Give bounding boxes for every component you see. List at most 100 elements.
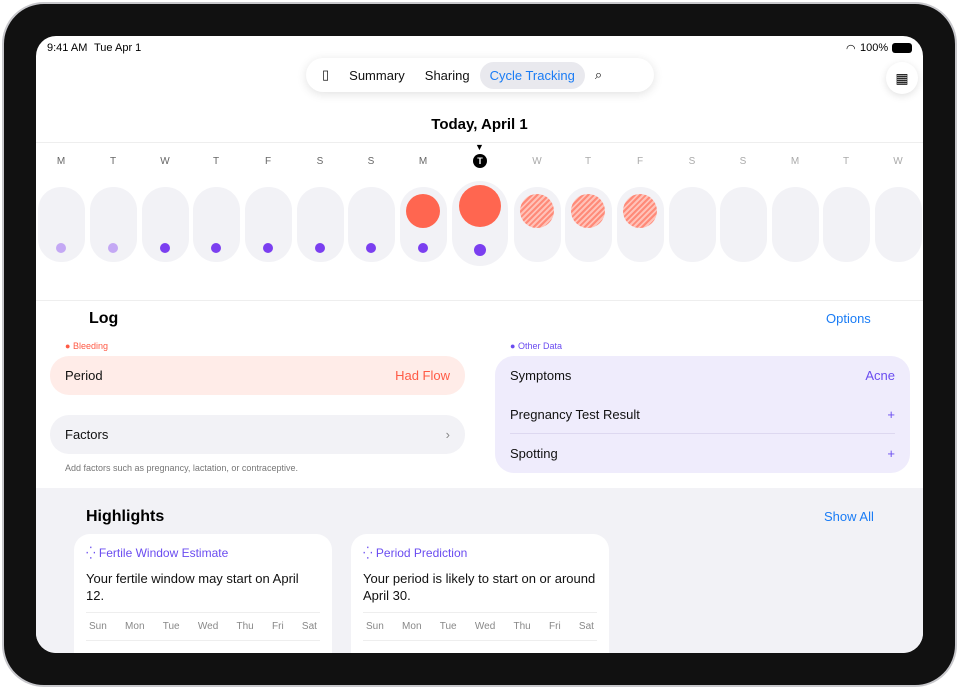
other-data-card: Symptoms Acne Pregnancy Test Result + Spot… [495,356,910,473]
add-icon[interactable]: + [887,406,895,422]
battery-level: 100% [860,42,889,54]
bleeding-label-text: Bleeding [72,341,108,351]
factors-row[interactable]: Factors › [50,415,465,454]
status-date: Tue Apr 1 [94,42,142,54]
weekday: Tue [162,621,180,632]
predicted-period-marker [571,194,605,228]
other-data-dot [263,243,273,253]
weekday: Wed [474,621,496,632]
factors-hint: Add factors such as pregnancy, lactation… [65,463,298,473]
sidebar-toggle-icon[interactable]: ▯ [322,67,330,82]
pregnancy-label: Pregnancy Test Result [510,406,640,422]
spotting-label: Spotting [510,446,558,461]
predicted-period-marker [623,194,657,228]
battery-icon [892,43,912,53]
sparkle-icon: ⁛ Period Prediction [363,546,468,560]
day-cell[interactable] [616,187,664,262]
divider [36,300,923,301]
divider [36,142,923,143]
show-all-button[interactable]: Show All [824,509,874,524]
day-cell[interactable] [244,187,292,262]
weekday: Sun [89,621,107,632]
day-cell[interactable] [874,187,922,262]
other-data-dot [56,243,66,253]
weekday-label: W [532,156,542,167]
highlight-card-period[interactable]: ⁛ Period Prediction Your period is likel… [351,534,609,653]
tab-cycle-tracking[interactable]: Cycle Tracking [479,61,585,89]
day-cell[interactable] [399,187,447,262]
day-cell[interactable] [822,187,870,262]
tab-sharing[interactable]: Sharing [424,67,470,83]
period-value: Had Flow [395,368,450,383]
page-title: Today, April 1 [431,116,528,133]
day-cell[interactable] [141,187,189,262]
weekday-row: Sun Mon Tue Wed Thu Fri Sat [86,612,320,641]
weekday-label: T [842,156,850,167]
weekday-label: T [212,156,220,167]
day-cell[interactable] [771,187,819,262]
day-cell[interactable] [192,187,240,262]
card-body: Your fertile window may start on April 1… [86,571,299,603]
weekday: Tue [439,621,457,632]
weekday-label: W [160,156,170,167]
card-body: Your period is likely to start on or aro… [363,571,596,603]
weekday: Sat [578,621,594,632]
other-data-dot [160,243,170,253]
predicted-period-marker [520,194,554,228]
day-cell[interactable] [37,187,85,262]
weekday: Thu [236,621,254,632]
factors-label: Factors [65,427,109,442]
other-data-dot [418,243,428,253]
weekday-label: M [418,156,428,167]
period-flow-marker [406,194,440,228]
tab-summary[interactable]: Summary [349,67,405,83]
calendar-add-icon[interactable]: ▦ [886,62,918,94]
weekday: Mon [125,621,145,632]
day-cell[interactable] [296,187,344,262]
sparkle-icon: ⁛ Fertile Window Estimate [86,546,229,560]
card-title: Fertile Window Estimate [98,546,229,560]
other-data-dot [474,244,486,256]
other-data-dot [211,243,221,253]
weekday: Fri [272,621,284,632]
weekday: Wed [197,621,219,632]
search-icon[interactable]: ⌕ [594,67,603,82]
wifi-icon: ◠ [846,43,856,55]
day-cell[interactable] [719,187,767,262]
nav-segmented-control: ▯ Summary Sharing Cycle Tracking ⌕ [306,58,654,92]
day-cell[interactable] [513,187,561,262]
day-cell[interactable] [452,181,508,266]
weekday-label: T [473,154,487,168]
period-label: Period [65,368,103,383]
day-cell[interactable] [347,187,395,262]
weekday-label: S [688,156,696,167]
screen: 9:41 AM Tue Apr 1 ◠ 100% ▯ Summary Shari… [36,36,923,653]
weekday: Mon [402,621,422,632]
weekday: Sun [366,621,384,632]
period-row[interactable]: Period Had Flow [50,356,465,395]
log-title: Log [89,310,119,327]
card-title: Period Prediction [375,546,468,560]
other-data-text: Other Data [517,341,562,351]
weekday-label: F [264,156,272,167]
weekday: Fri [549,621,561,632]
weekday-label: S [367,156,375,167]
pregnancy-test-row[interactable]: Pregnancy Test Result + [510,395,895,434]
add-icon[interactable]: + [887,446,895,461]
weekday-label: T [584,156,592,167]
spotting-row[interactable]: Spotting + [495,434,910,473]
options-button[interactable]: Options [826,311,871,326]
day-cell[interactable] [89,187,137,262]
weekday-label: W [893,156,903,167]
weekday: Sat [301,621,317,632]
symptoms-row[interactable]: Symptoms Acne [495,356,910,395]
symptoms-value: Acne [865,368,895,383]
status-time: 9:41 AM [47,42,88,54]
other-data-dot [108,243,118,253]
period-flow-marker [459,185,501,227]
today-pointer-icon: ▼ [475,142,484,152]
day-cell[interactable] [668,187,716,262]
symptoms-label: Symptoms [510,368,572,383]
day-cell[interactable] [564,187,612,262]
highlight-card-fertile[interactable]: ⁛ Fertile Window Estimate Your fertile w… [74,534,332,653]
